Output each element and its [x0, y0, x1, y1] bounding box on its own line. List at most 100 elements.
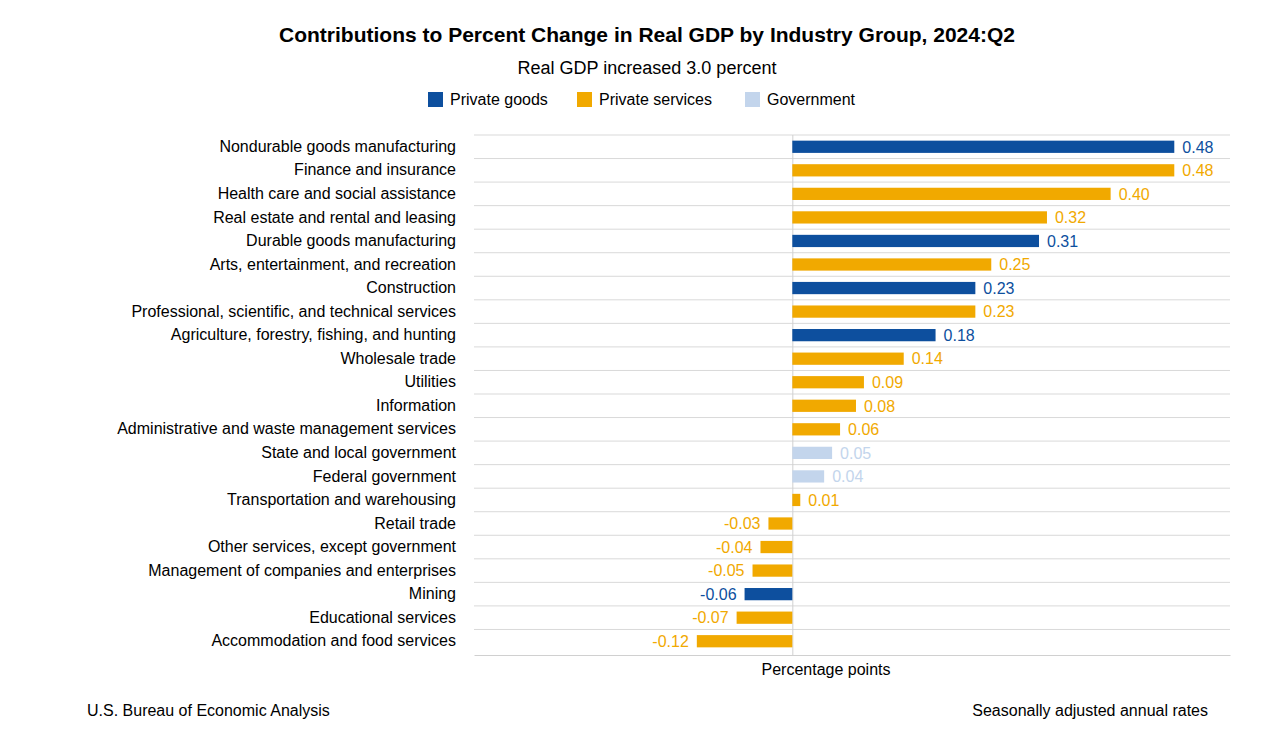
- grid-line: [474, 441, 1230, 442]
- title: Contributions to Percent Change in Real …: [279, 23, 1015, 46]
- data-label: -0.05: [708, 562, 745, 579]
- subtitle: Real GDP increased 3.0 percent: [518, 58, 777, 78]
- tick: Real estate and rental and leasing: [213, 209, 456, 226]
- grid-line: [474, 299, 1230, 300]
- tick: Accommodation and food services: [211, 632, 456, 649]
- legend: Private goodsPrivate servicesGovernment: [428, 91, 856, 108]
- legend-swatch: [745, 92, 760, 107]
- bar: [792, 447, 832, 459]
- bar: [792, 258, 991, 270]
- tick: Wholesale trade: [340, 350, 456, 367]
- bar: [792, 423, 840, 435]
- data-label: 0.40: [1119, 186, 1150, 203]
- category-label: Professional, scientific, and technical …: [131, 303, 456, 320]
- grid-line: [474, 605, 1230, 606]
- bar: [737, 612, 793, 624]
- category-label: Construction: [366, 279, 456, 296]
- data-label: -0.07: [692, 609, 729, 626]
- category-label: Arts, entertainment, and recreation: [210, 256, 456, 273]
- data-label: 0.32: [1055, 209, 1086, 226]
- grid-line: [474, 252, 1230, 253]
- data-label: -0.12: [652, 633, 689, 650]
- data-label: 0.09: [872, 374, 903, 391]
- data-labels: 0.480.310.230.18-0.060.480.400.320.250.2…: [652, 139, 1213, 650]
- legend-label: Government: [767, 91, 856, 108]
- data-label: 0.06: [848, 421, 879, 438]
- grid-line: [474, 558, 1230, 559]
- data-label: 0.31: [1047, 233, 1078, 250]
- y-axis: Nondurable goods manufacturing Finance an…: [117, 138, 456, 649]
- legend-label: Private services: [599, 91, 712, 108]
- data-label: -0.04: [716, 539, 753, 556]
- grid-line: [474, 417, 1230, 418]
- tick: Construction: [366, 279, 456, 296]
- axis-line: [475, 655, 1231, 656]
- category-label: Durable goods manufacturing: [246, 232, 456, 249]
- tick: Management of companies and enterprises: [148, 562, 456, 579]
- category-label: Management of companies and enterprises: [148, 562, 456, 579]
- category-label: Educational services: [309, 609, 456, 626]
- grid-line: [474, 488, 1230, 489]
- source: U.S. Bureau of Economic Analysis: [87, 702, 330, 719]
- grid-line: [474, 182, 1230, 183]
- grid-line: [474, 464, 1230, 465]
- grid-line: [474, 394, 1230, 395]
- category-label: Agriculture, forestry, fishing, and hunt…: [171, 326, 456, 343]
- bar: [792, 282, 975, 294]
- category-label: State and local government: [261, 444, 456, 461]
- bar: [792, 470, 824, 482]
- grid-line: [474, 346, 1230, 347]
- tick: Transportation and warehousing: [227, 491, 456, 508]
- tick: Nondurable goods manufacturing: [219, 138, 456, 155]
- bar: [760, 541, 792, 553]
- data-label: 0.08: [864, 398, 895, 415]
- grid-line: [474, 511, 1230, 512]
- bar: [745, 588, 793, 600]
- grid-line: [474, 582, 1230, 583]
- tick: Administrative and waste management serv…: [117, 420, 456, 437]
- category-label: Accommodation and food services: [211, 632, 456, 649]
- legend-swatch: [428, 92, 443, 107]
- category-label: Utilities: [404, 373, 456, 390]
- data-label: 0.01: [808, 492, 839, 509]
- category-label: Wholesale trade: [340, 350, 456, 367]
- bar: [768, 517, 792, 529]
- category-label: Health care and social assistance: [218, 185, 456, 202]
- tick: Educational services: [309, 609, 456, 626]
- note: Seasonally adjusted annual rates: [972, 702, 1208, 719]
- tick: Professional, scientific, and technical …: [131, 303, 456, 320]
- bar: [792, 188, 1110, 200]
- bar: [792, 235, 1039, 247]
- data-label: 0.14: [912, 350, 943, 367]
- grid-line: [474, 276, 1230, 277]
- bar: [792, 211, 1047, 223]
- tick: Agriculture, forestry, fishing, and hunt…: [171, 326, 456, 343]
- data-label: 0.18: [944, 327, 975, 344]
- category-label: Other services, except government: [208, 538, 457, 555]
- category-label: Finance and insurance: [294, 161, 456, 178]
- grid-line: [474, 535, 1230, 536]
- category-label: Federal government: [313, 468, 457, 485]
- data-label: 0.48: [1182, 139, 1213, 156]
- bar: [792, 353, 903, 365]
- grid-line: [474, 629, 1230, 630]
- tick: Federal government: [313, 468, 457, 485]
- bar: [792, 329, 935, 341]
- chart: Contributions to Percent Change in Real …: [0, 0, 1268, 747]
- category-label: Information: [376, 397, 456, 414]
- data-label: 0.23: [983, 303, 1014, 320]
- tick: Finance and insurance: [294, 161, 456, 178]
- tick: Arts, entertainment, and recreation: [210, 256, 456, 273]
- legend-swatch: [577, 92, 592, 107]
- grid-line: [474, 205, 1230, 206]
- grid-line: [474, 158, 1230, 159]
- bar: [792, 164, 1174, 176]
- x-axis: [475, 135, 1231, 656]
- category-label: Administrative and waste management serv…: [117, 420, 456, 437]
- data-label: 0.05: [840, 445, 871, 462]
- grid: [474, 135, 1230, 629]
- data-label: 0.04: [832, 468, 863, 485]
- bar: [753, 564, 793, 576]
- data-label: 0.48: [1182, 162, 1213, 179]
- category-label: Retail trade: [374, 515, 456, 532]
